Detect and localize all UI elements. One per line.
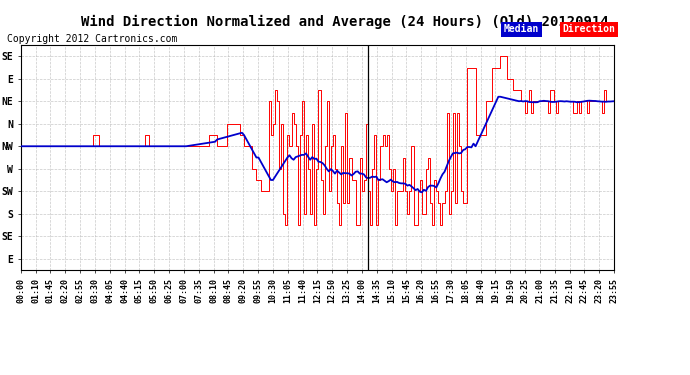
Text: Copyright 2012 Cartronics.com: Copyright 2012 Cartronics.com: [7, 34, 177, 44]
Text: Wind Direction Normalized and Average (24 Hours) (Old) 20120914: Wind Direction Normalized and Average (2…: [81, 15, 609, 29]
Text: Direction: Direction: [562, 24, 615, 34]
Text: Median: Median: [504, 24, 539, 34]
